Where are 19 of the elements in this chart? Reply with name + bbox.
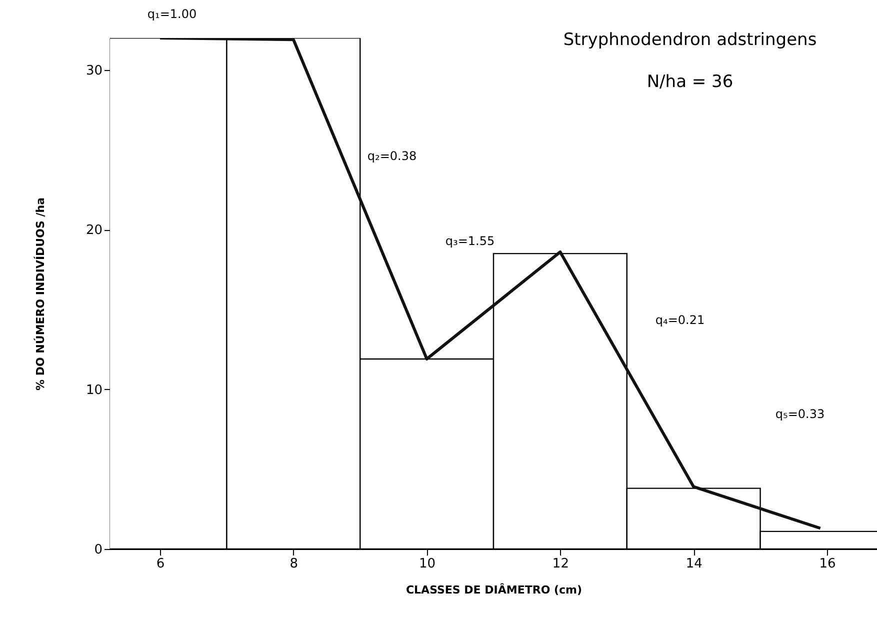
text: N/ha = 36 [646, 72, 734, 92]
annotation: q₂=0.38 [367, 149, 417, 163]
annotation: q₃=1.55 [445, 234, 495, 248]
x-axis-title: CLASSES DE DIÂMETRO (cm) [406, 582, 582, 596]
x-tick-label: 16 [819, 556, 836, 572]
x-tick-label: 6 [156, 556, 165, 572]
annotation: q₅=0.33 [775, 407, 825, 421]
x-tick-label: 10 [419, 556, 436, 572]
y-tick-label: 20 [86, 223, 102, 238]
y-axis-title: % DO NÚMERO INDIVÍDUOS /ha [32, 198, 47, 390]
chart-title: Stryphnodendron adstringens [563, 30, 817, 50]
x-tick-label: 14 [686, 556, 702, 572]
annotation: q₄=0.21 [655, 313, 705, 327]
y-tick-label: 30 [86, 63, 102, 78]
y-tick-label: 10 [86, 382, 102, 398]
x-tick-label: 12 [552, 556, 569, 572]
x-tick-label: 8 [290, 556, 298, 572]
y-tick-label: 0 [94, 542, 102, 558]
text: q₁=1.00 [147, 7, 197, 21]
